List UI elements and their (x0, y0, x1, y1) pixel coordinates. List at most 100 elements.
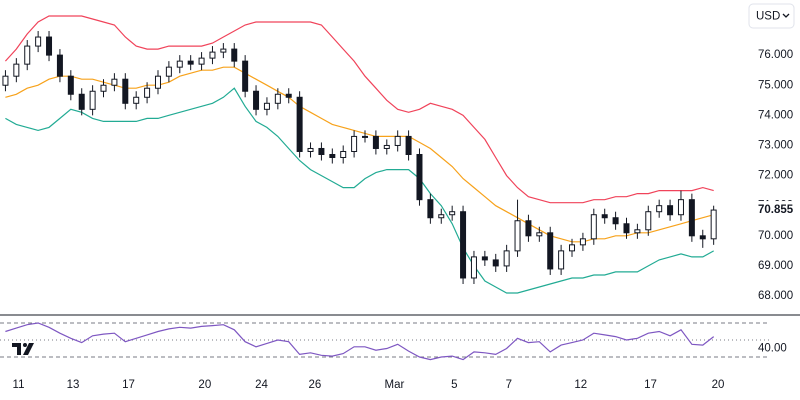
candle-body (569, 244, 576, 252)
candle-body (253, 90, 260, 110)
candle-body (645, 211, 652, 231)
candle-body (634, 229, 641, 234)
candle-body (46, 36, 53, 56)
y-tick-label: 72.000 (758, 170, 793, 182)
candle-body (579, 238, 586, 246)
candle-body (481, 256, 488, 261)
candle-body (329, 153, 336, 159)
candle-body (296, 96, 303, 152)
rsi-line (5, 322, 715, 361)
candle-body (56, 54, 63, 77)
candle-body (318, 147, 325, 155)
candle-body (525, 220, 532, 237)
candle-body (558, 250, 565, 270)
candle-body (133, 96, 140, 104)
logo-part (23, 343, 27, 347)
candle-body (340, 150, 347, 159)
candle-body (165, 66, 172, 77)
candle-body (699, 235, 706, 240)
chevron[interactable] (782, 13, 790, 18)
candle-body (547, 232, 554, 270)
rsi-tick-label: 40.00 (758, 343, 787, 355)
candle-body (2, 75, 9, 86)
y-tick-label: 69.000 (758, 260, 793, 272)
candle-body (242, 60, 249, 92)
candle-body (449, 211, 456, 216)
candle-body (111, 78, 118, 86)
x-tick-label: 5 (451, 379, 457, 391)
candle-body (372, 135, 379, 149)
candle-body (536, 232, 543, 237)
candle-body (231, 48, 238, 62)
y-tick-label: 75.000 (758, 79, 793, 91)
last-price-box (752, 201, 798, 220)
logo-part (23, 343, 34, 355)
candle-body (677, 199, 684, 216)
currency-button[interactable]: USD (748, 3, 795, 29)
candle-body (623, 223, 630, 234)
candle-body (514, 220, 521, 252)
candle-body (405, 135, 412, 155)
candle-body (78, 93, 85, 110)
candle-body (13, 63, 20, 77)
candle-body (89, 90, 96, 110)
candle-body (307, 147, 314, 152)
x-tick-label: 7 (506, 379, 512, 391)
upper-band (4, 15, 714, 204)
candle-body (470, 256, 477, 279)
candle-body (394, 135, 401, 146)
candle-body (688, 199, 695, 237)
candle-body (67, 75, 74, 95)
candle-body (285, 93, 292, 98)
x-tick-label: 24 (255, 379, 268, 391)
candle-body (383, 144, 390, 149)
x-tick-label: 17 (122, 379, 135, 391)
candle-body (503, 250, 510, 267)
x-tick-label: Mar (385, 379, 405, 391)
candle-body (263, 102, 270, 110)
candle-body (460, 211, 467, 279)
candle-body (24, 45, 31, 65)
candle-body (601, 214, 608, 219)
candle-body (351, 135, 358, 152)
candle-body (667, 205, 674, 216)
y-tick-label: 76.000 (758, 49, 793, 61)
logo-part (12, 343, 21, 355)
candle-body (198, 57, 205, 65)
candle-body (154, 75, 161, 89)
last-price-label: 70.855 (758, 204, 794, 216)
candle-body (656, 205, 663, 213)
x-tick-label: 11 (13, 379, 25, 391)
candle-body (274, 93, 281, 104)
button-frame[interactable] (748, 3, 795, 29)
candle-body (590, 214, 597, 240)
candle-body (427, 199, 434, 219)
y-tick-label: 68.000 (758, 290, 793, 302)
candle-body (187, 60, 194, 65)
y-tick-label: 73.000 (758, 139, 793, 151)
candle-body (220, 48, 227, 53)
candle-body (710, 209, 717, 240)
candle-body (492, 259, 499, 267)
candle-body (122, 78, 129, 104)
candle-body (416, 153, 423, 201)
candle-body (35, 36, 42, 47)
logo (12, 343, 34, 355)
candle-body (209, 51, 216, 59)
candle-body (144, 87, 151, 98)
candle-body (362, 135, 368, 138)
x-tick-label: 13 (67, 379, 80, 391)
x-tick-label: 17 (644, 379, 657, 391)
x-tick-label: 20 (198, 379, 211, 391)
lower-band (5, 87, 714, 294)
x-tick-label: 12 (574, 379, 587, 391)
candle-body (612, 217, 619, 225)
candle-body (176, 60, 183, 68)
candle-body (438, 214, 445, 219)
candle-body (100, 84, 107, 92)
currency-label[interactable]: USD (756, 11, 780, 23)
y-tick-label: 74.000 (758, 109, 793, 121)
x-tick-label: 26 (308, 379, 321, 391)
y-tick-label: 70.000 (758, 230, 793, 242)
